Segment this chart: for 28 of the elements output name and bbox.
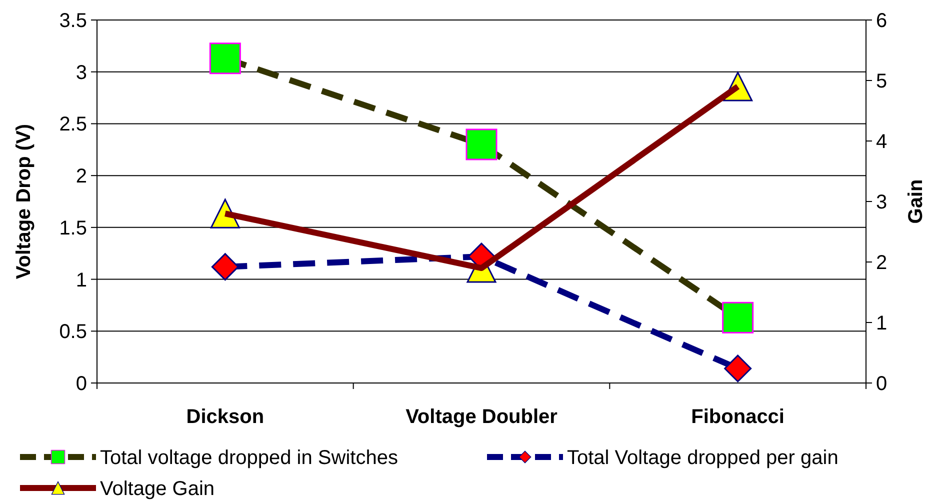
legend-label: Total Voltage dropped per gain	[567, 447, 838, 469]
x-tick-label: Voltage Doubler	[406, 406, 558, 428]
point	[209, 42, 241, 74]
x-tick-label: Fibonacci	[691, 406, 785, 428]
point	[722, 302, 754, 334]
y-tick-label: 1.5	[59, 217, 87, 240]
y-tick-label: 3.5	[59, 10, 87, 32]
y-tick-label: 1	[76, 269, 87, 292]
point	[724, 354, 752, 382]
point	[211, 253, 239, 281]
y2-tick-label: 6	[876, 10, 888, 32]
y2-tick-label: 5	[876, 70, 888, 92]
legend-label: Total voltage dropped in Switches	[100, 447, 398, 469]
y2-tick-label: 0	[876, 373, 888, 395]
y2-axis-title: Gain	[905, 179, 927, 224]
y-tick-label: 3	[76, 62, 87, 84]
legend-label: Voltage Gain	[100, 478, 215, 500]
y2-tick-label: 3	[876, 192, 888, 214]
y-tick-label: 0.5	[59, 321, 87, 344]
y2-tick-label: 4	[876, 131, 888, 153]
y2-tick-label: 1	[876, 312, 888, 334]
y-tick-label: 2	[76, 166, 87, 188]
y2-tick-label: 2	[876, 252, 888, 274]
y-tick-label: 0	[76, 373, 87, 395]
y-tick-label: 2.5	[59, 114, 87, 136]
y-axis-title: Voltage Drop (V)	[13, 124, 35, 280]
point	[466, 128, 498, 160]
x-tick-label: Dickson	[186, 406, 264, 428]
